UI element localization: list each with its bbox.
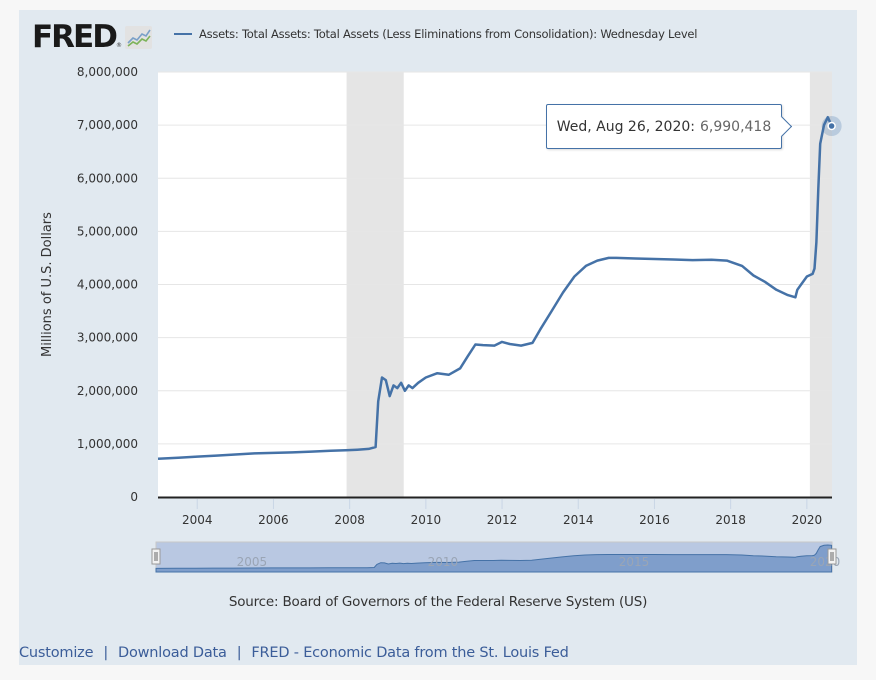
y-axis-ticks: 0 1,000,000 2,000,000 3,000,000 4,000,000 5,0… [77,65,138,504]
customize-link[interactable]: Customize [19,645,94,661]
y-tick-label: 4,000,000 [77,278,138,292]
navigator-year-label: 2005 [237,555,268,569]
legend-label: Assets: Total Assets: Total Assets (Less… [199,27,698,41]
y-tick-label: 6,000,000 [77,171,138,185]
x-tick-label: 2014 [563,513,594,527]
data-tooltip: Wed, Aug 26, 2020: 6,990,418 [546,104,793,149]
fred-logo-text: FRED [32,19,118,55]
footer-links: Customize | Download Data | FRED - Economic … [19,645,569,661]
y-axis-label: Millions of U.S. Dollars [40,212,55,357]
navigator-right-handle[interactable] [827,548,837,565]
x-tick-label: 2012 [487,513,518,527]
series-layer [157,115,833,461]
footer-separator: | [236,645,242,661]
series-line [157,115,833,461]
fred-logo[interactable]: FRED ® [32,19,152,55]
navigator-year-label: 2015 [619,555,650,569]
y-tick-label: 3,000,000 [77,331,138,345]
x-tick-label: 2016 [639,513,670,527]
navigator-left-handle[interactable] [151,548,161,565]
x-tick-label: 2020 [792,513,823,527]
navigator-year-label: 2010 [428,555,459,569]
x-tick-label: 2006 [258,513,289,527]
registered-mark: ® [115,42,122,49]
y-tick-label: 2,000,000 [77,384,138,398]
y-tick-label: 1,000,000 [77,437,138,451]
legend-line-swatch [174,33,192,35]
download-data-link[interactable]: Download Data [118,645,227,661]
fred-home-link[interactable]: FRED - Economic Data from the St. Louis … [251,645,569,661]
chart-legend[interactable]: Assets: Total Assets: Total Assets (Less… [174,24,697,44]
navigator-area [155,544,833,573]
tooltip-value: 6,990,418 [700,118,772,135]
x-axis-ticks: 2004 2006 2008 2010 2012 2014 2016 2018 2020 [182,499,822,527]
hover-point [827,121,836,131]
y-tick-label: 8,000,000 [77,65,138,79]
x-tick-label: 2004 [182,513,213,527]
y-tick-label: 7,000,000 [77,118,138,132]
x-tick-label: 2008 [334,513,365,527]
range-navigator: 2005 2010 2015 2020 [151,541,840,573]
tooltip-date: Wed, Aug 26, 2020: [556,118,695,135]
source-note: Source: Board of Governors of the Federa… [228,594,648,610]
y-tick-label: 0 [130,490,138,504]
trend-chart-icon [124,25,152,49]
footer-separator: | [103,645,108,661]
x-tick-label: 2010 [411,513,442,527]
hover-marker [821,116,842,136]
y-tick-label: 5,000,000 [77,224,138,238]
x-tick-label: 2018 [715,513,746,527]
